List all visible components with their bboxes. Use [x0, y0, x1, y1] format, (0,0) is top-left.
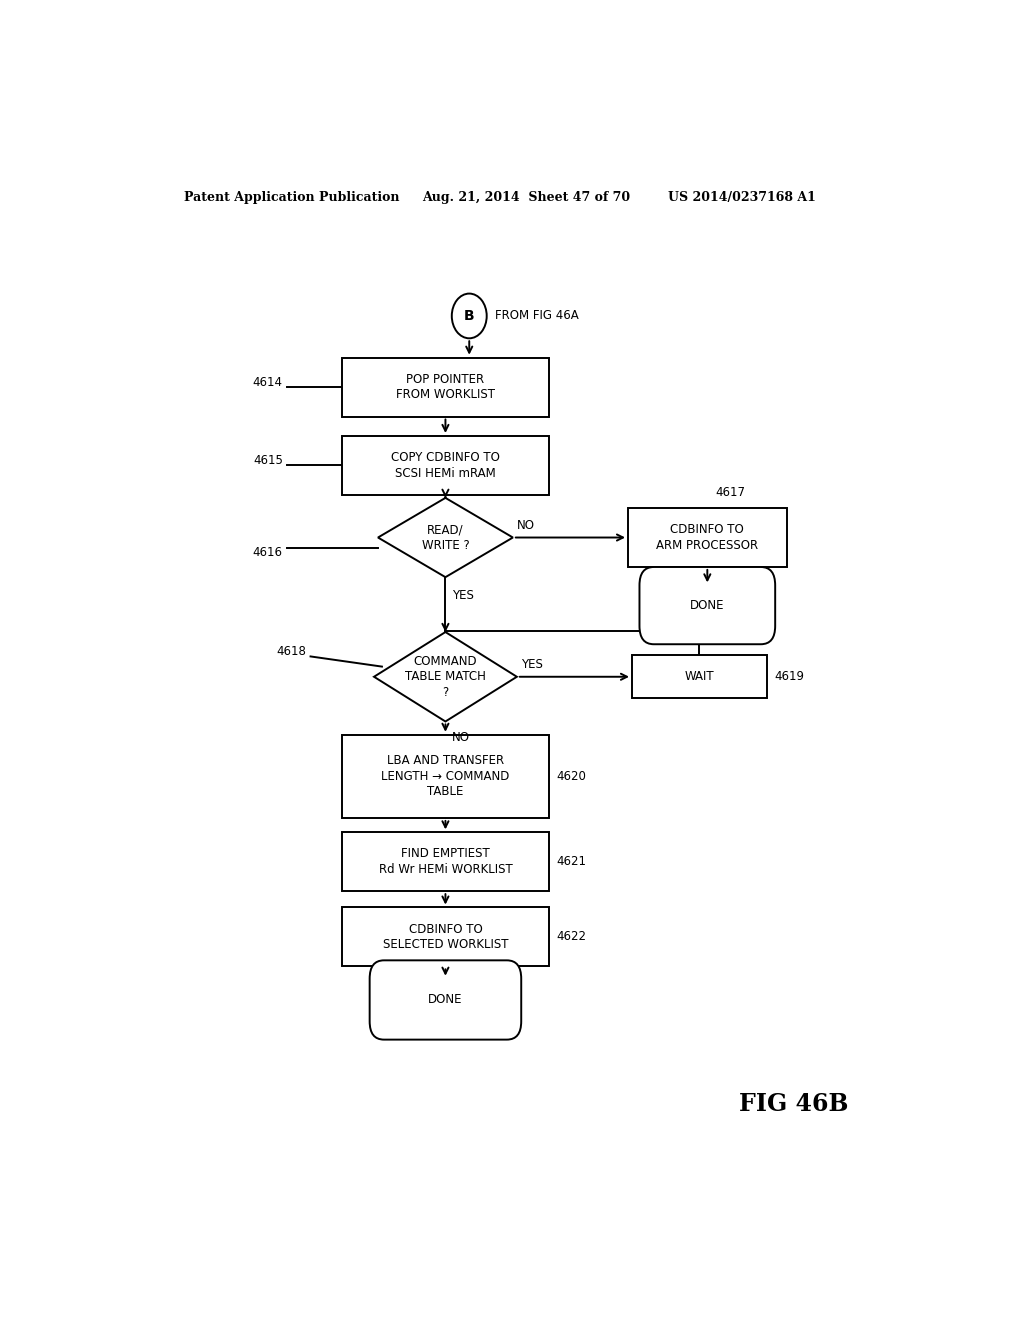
Text: YES: YES	[452, 589, 474, 602]
FancyBboxPatch shape	[632, 656, 767, 698]
Text: NO: NO	[517, 519, 535, 532]
Text: 4614: 4614	[253, 375, 283, 388]
Text: COPY CDBINFO TO
SCSI HEMi mRAM: COPY CDBINFO TO SCSI HEMi mRAM	[391, 451, 500, 479]
FancyBboxPatch shape	[639, 568, 775, 644]
FancyBboxPatch shape	[342, 735, 549, 818]
Text: Aug. 21, 2014  Sheet 47 of 70: Aug. 21, 2014 Sheet 47 of 70	[422, 191, 630, 203]
Polygon shape	[378, 498, 513, 577]
Text: COMMAND
TABLE MATCH
?: COMMAND TABLE MATCH ?	[406, 655, 485, 698]
Text: 4620: 4620	[557, 770, 587, 783]
Text: FIG 46B: FIG 46B	[739, 1092, 849, 1115]
Text: DONE: DONE	[690, 599, 725, 612]
Text: FROM FIG 46A: FROM FIG 46A	[495, 309, 579, 322]
Text: Patent Application Publication: Patent Application Publication	[183, 191, 399, 203]
FancyBboxPatch shape	[628, 508, 786, 568]
Text: CDBINFO TO
ARM PROCESSOR: CDBINFO TO ARM PROCESSOR	[656, 523, 759, 552]
Text: 4619: 4619	[775, 671, 805, 684]
Text: READ/
WRITE ?: READ/ WRITE ?	[422, 523, 469, 552]
Text: WAIT: WAIT	[685, 671, 714, 684]
Text: 4616: 4616	[253, 546, 283, 560]
Text: DONE: DONE	[428, 994, 463, 1006]
FancyBboxPatch shape	[342, 907, 549, 966]
Text: 4618: 4618	[276, 645, 306, 657]
FancyBboxPatch shape	[342, 358, 549, 417]
Polygon shape	[374, 632, 517, 722]
Text: CDBINFO TO
SELECTED WORKLIST: CDBINFO TO SELECTED WORKLIST	[383, 923, 508, 952]
Text: 4622: 4622	[557, 931, 587, 944]
FancyBboxPatch shape	[370, 961, 521, 1040]
Text: NO: NO	[452, 731, 470, 744]
Text: POP POINTER
FROM WORKLIST: POP POINTER FROM WORKLIST	[396, 372, 495, 401]
Text: US 2014/0237168 A1: US 2014/0237168 A1	[668, 191, 815, 203]
Text: YES: YES	[521, 659, 543, 671]
FancyBboxPatch shape	[342, 833, 549, 891]
Text: FIND EMPTIEST
Rd Wr HEMi WORKLIST: FIND EMPTIEST Rd Wr HEMi WORKLIST	[379, 847, 512, 876]
Circle shape	[452, 293, 486, 338]
Text: 4615: 4615	[253, 454, 283, 467]
Text: 4617: 4617	[715, 486, 745, 499]
Text: B: B	[464, 309, 474, 323]
Text: LBA AND TRANSFER
LENGTH → COMMAND
TABLE: LBA AND TRANSFER LENGTH → COMMAND TABLE	[381, 754, 510, 799]
Text: 4621: 4621	[557, 855, 587, 869]
FancyBboxPatch shape	[342, 436, 549, 495]
